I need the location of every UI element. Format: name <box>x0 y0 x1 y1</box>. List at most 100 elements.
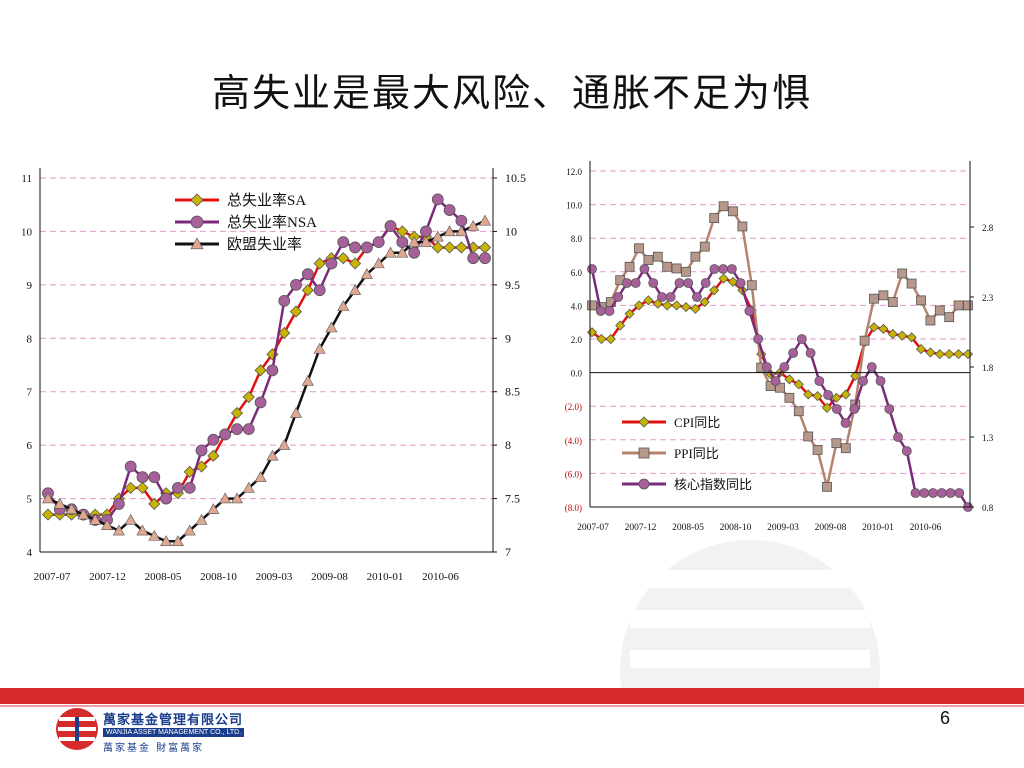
data-point <box>699 241 710 252</box>
company-slogan: 萬家基金 財富萬家 <box>103 743 205 754</box>
data-point <box>313 342 326 354</box>
y-tick-label-left: (8.0) <box>565 503 582 513</box>
data-point <box>849 404 860 414</box>
x-tick-label: 2009-03 <box>767 523 799 533</box>
data-point <box>638 416 650 428</box>
data-point <box>638 478 650 490</box>
data-point <box>455 225 468 237</box>
data-point <box>944 349 955 360</box>
x-tick-label: 2009-03 <box>256 571 293 583</box>
data-point <box>596 333 607 345</box>
y-tick-label-left: 10 <box>21 226 33 238</box>
data-point <box>709 264 720 274</box>
data-point <box>662 300 673 311</box>
data-point <box>313 284 326 297</box>
data-point <box>652 251 663 262</box>
series-line <box>591 205 968 489</box>
legend-item: PPI同比 <box>622 446 719 461</box>
data-point <box>784 374 795 385</box>
data-point <box>615 320 626 331</box>
data-point <box>775 382 785 393</box>
data-point <box>467 219 480 231</box>
data-point <box>692 292 702 302</box>
data-point <box>884 404 895 414</box>
data-point <box>172 481 184 494</box>
data-point <box>887 328 898 340</box>
data-point <box>681 266 691 277</box>
data-point <box>301 268 314 281</box>
data-point <box>231 423 243 436</box>
data-point <box>349 257 362 270</box>
data-point <box>718 264 729 274</box>
data-point <box>254 364 267 377</box>
x-tick-label: 2008-10 <box>200 571 237 583</box>
company-logo: 萬家基金管理有限公司 WANJIA ASSET MANAGEMENT CO., … <box>55 707 270 755</box>
data-point <box>183 465 196 478</box>
data-point <box>814 376 825 386</box>
data-point <box>41 492 55 504</box>
data-point <box>633 300 645 311</box>
footer-band <box>0 688 1024 704</box>
data-point <box>41 508 55 521</box>
y-tick-label-right: 8.5 <box>505 385 520 399</box>
data-point <box>219 492 232 504</box>
y-tick-label-right: 9.5 <box>505 278 520 292</box>
data-point <box>136 471 149 484</box>
data-point <box>737 221 748 232</box>
data-point <box>360 268 373 279</box>
y-tick-label-left: 2.0 <box>571 335 583 345</box>
data-point <box>963 300 973 311</box>
data-point <box>831 404 842 414</box>
y-tick-label-left: 9 <box>27 280 33 292</box>
data-point <box>171 535 184 547</box>
data-point <box>869 293 879 304</box>
slide-title: 高失业是最大风险、通胀不足为惧 <box>211 71 812 115</box>
data-point <box>266 364 279 377</box>
data-point <box>779 362 790 372</box>
data-point <box>690 251 701 262</box>
data-point <box>812 444 823 455</box>
data-point <box>325 257 338 270</box>
data-point <box>878 323 889 334</box>
data-point <box>765 381 776 391</box>
data-point <box>77 508 90 520</box>
watermark-logo <box>620 540 880 700</box>
data-point <box>420 225 432 238</box>
data-point <box>657 292 667 302</box>
data-point <box>915 344 927 355</box>
data-point <box>301 374 314 386</box>
data-point <box>812 391 823 402</box>
y-tick-label-right: 8 <box>505 438 511 452</box>
data-point <box>875 376 886 386</box>
data-point <box>916 295 926 306</box>
data-point <box>112 524 125 536</box>
x-tick-label: 2008-05 <box>672 523 704 533</box>
data-point <box>796 334 807 344</box>
data-point <box>478 241 492 254</box>
x-tick-label: 2009-08 <box>815 523 847 533</box>
data-point <box>639 264 650 274</box>
data-point <box>823 390 833 400</box>
data-point <box>784 392 795 403</box>
data-point <box>89 513 102 525</box>
data-point <box>360 241 373 254</box>
x-tick-label: 2007-12 <box>625 523 657 533</box>
series-总失业率SA <box>41 220 492 521</box>
data-point <box>962 349 974 360</box>
legend-item: 核心指数同比 <box>622 477 752 492</box>
data-point <box>662 261 673 272</box>
data-point <box>478 214 492 226</box>
data-point <box>906 332 917 343</box>
data-point <box>718 273 729 284</box>
data-point <box>945 488 956 498</box>
data-point <box>349 284 362 295</box>
data-point <box>278 326 291 340</box>
data-point <box>443 225 456 237</box>
data-point <box>337 300 350 311</box>
y-tick-label-right: 1.8 <box>982 363 994 373</box>
data-point <box>160 492 173 505</box>
x-tick-label: 2010-06 <box>910 523 942 533</box>
data-point <box>887 297 898 307</box>
data-point <box>699 296 710 308</box>
